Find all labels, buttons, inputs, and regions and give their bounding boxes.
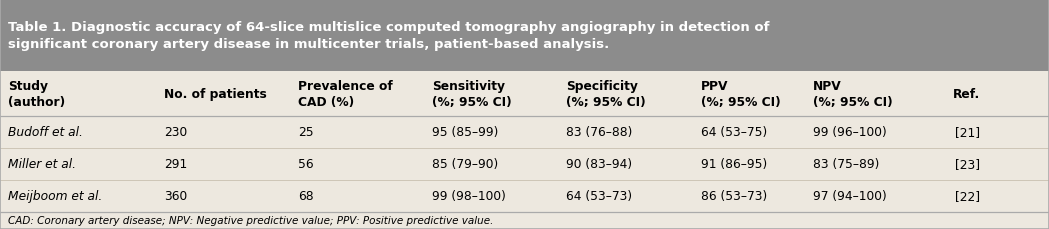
- Text: 83 (76–88): 83 (76–88): [566, 126, 633, 139]
- Text: Study
(author): Study (author): [8, 80, 65, 109]
- Text: 83 (75–89): 83 (75–89): [813, 158, 879, 171]
- Text: 95 (85–99): 95 (85–99): [432, 126, 498, 139]
- Text: Ref.: Ref.: [952, 88, 980, 101]
- Text: 99 (96–100): 99 (96–100): [813, 126, 886, 139]
- Text: 91 (86–95): 91 (86–95): [701, 158, 767, 171]
- Text: 230: 230: [164, 126, 187, 139]
- Text: Budoff et al.: Budoff et al.: [8, 126, 83, 139]
- Text: [21]: [21]: [955, 126, 980, 139]
- Text: Specificity
(%; 95% CI): Specificity (%; 95% CI): [566, 80, 646, 109]
- Text: 97 (94–100): 97 (94–100): [813, 190, 886, 203]
- Text: 64 (53–73): 64 (53–73): [566, 190, 633, 203]
- Text: 360: 360: [164, 190, 187, 203]
- Text: PPV
(%; 95% CI): PPV (%; 95% CI): [701, 80, 780, 109]
- Text: Meijboom et al.: Meijboom et al.: [8, 190, 103, 203]
- Text: NPV
(%; 95% CI): NPV (%; 95% CI): [813, 80, 893, 109]
- Text: Sensitivity
(%; 95% CI): Sensitivity (%; 95% CI): [432, 80, 512, 109]
- Text: 56: 56: [298, 158, 314, 171]
- Text: 85 (79–90): 85 (79–90): [432, 158, 498, 171]
- Text: 291: 291: [164, 158, 187, 171]
- Text: 90 (83–94): 90 (83–94): [566, 158, 633, 171]
- Text: [22]: [22]: [955, 190, 980, 203]
- Text: No. of patients: No. of patients: [164, 88, 266, 101]
- Text: Table 1. Diagnostic accuracy of 64-slice multislice computed tomography angiogra: Table 1. Diagnostic accuracy of 64-slice…: [8, 21, 770, 51]
- Text: CAD: Coronary artery disease; NPV: Negative predictive value; PPV: Positive pred: CAD: Coronary artery disease; NPV: Negat…: [8, 215, 494, 226]
- Text: 64 (53–75): 64 (53–75): [701, 126, 767, 139]
- Text: 99 (98–100): 99 (98–100): [432, 190, 506, 203]
- Text: 25: 25: [298, 126, 314, 139]
- Bar: [0, 143, 1049, 229]
- Text: 68: 68: [298, 190, 314, 203]
- Text: Prevalence of
CAD (%): Prevalence of CAD (%): [298, 80, 392, 109]
- Text: 86 (53–73): 86 (53–73): [701, 190, 767, 203]
- Bar: [0, 0, 1049, 72]
- Text: Miller et al.: Miller et al.: [8, 158, 77, 171]
- Text: [23]: [23]: [955, 158, 980, 171]
- Bar: [0, 72, 1049, 229]
